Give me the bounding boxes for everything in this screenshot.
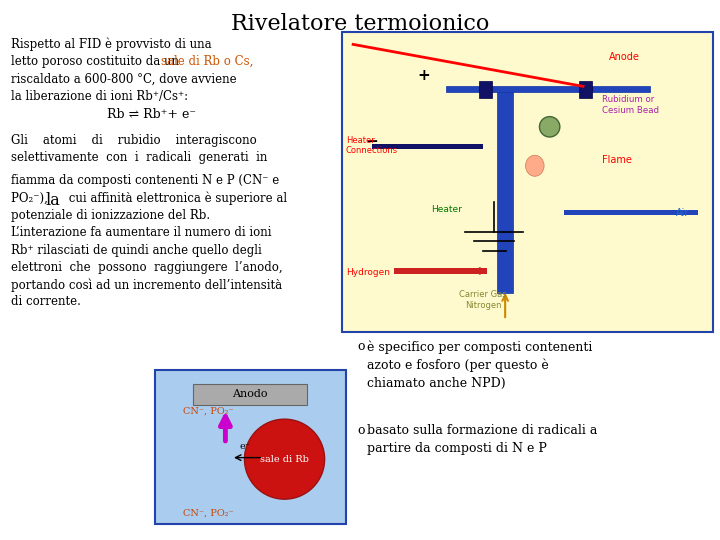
- Bar: [155, 370, 346, 524]
- Text: cui affinità elettronica è superiore al: cui affinità elettronica è superiore al: [65, 192, 287, 205]
- Text: Air: Air: [676, 208, 689, 218]
- Bar: [394, 268, 487, 274]
- Bar: [446, 86, 649, 92]
- Text: sale di Rb: sale di Rb: [260, 455, 309, 464]
- Text: la: la: [45, 192, 60, 208]
- Text: PO₂⁻),: PO₂⁻),: [11, 192, 51, 205]
- Text: Rubidium or
Cesium Bead: Rubidium or Cesium Bead: [601, 96, 659, 114]
- Text: CN⁻, PO₂⁻: CN⁻, PO₂⁻: [183, 407, 233, 416]
- Text: la liberazione di ioni Rb⁺/Cs⁺:: la liberazione di ioni Rb⁺/Cs⁺:: [11, 90, 188, 103]
- Text: Heater
Connections: Heater Connections: [346, 136, 398, 155]
- Bar: [580, 81, 593, 98]
- Text: fiamma da composti contenenti N e P (CN⁻ e: fiamma da composti contenenti N e P (CN⁻…: [11, 174, 279, 187]
- Bar: [372, 144, 483, 149]
- Text: Rivelatore termoionico: Rivelatore termoionico: [231, 14, 489, 36]
- Text: Flame: Flame: [601, 156, 631, 165]
- Text: Rispetto al FID è provvisto di una: Rispetto al FID è provvisto di una: [11, 38, 212, 51]
- Text: letto poroso costituito da un: letto poroso costituito da un: [11, 55, 183, 68]
- Text: Heater: Heater: [431, 205, 462, 214]
- Text: e⁻: e⁻: [240, 442, 251, 451]
- Text: Rb ⇌ Rb⁺+ e⁻: Rb ⇌ Rb⁺+ e⁻: [107, 108, 196, 121]
- Text: riscaldato a 600-800 °C, dove avviene: riscaldato a 600-800 °C, dove avviene: [11, 72, 236, 85]
- Text: o: o: [358, 424, 365, 437]
- Text: Hydrogen: Hydrogen: [346, 268, 390, 276]
- Text: Anodo: Anodo: [233, 389, 268, 399]
- Ellipse shape: [245, 419, 325, 499]
- Text: è specifico per composti contenenti
azoto e fosforo (per questo è
chiamato anche: è specifico per composti contenenti azot…: [367, 340, 593, 390]
- Text: o: o: [358, 340, 365, 353]
- Text: Anode: Anode: [609, 52, 640, 62]
- Text: basato sulla formazione di radicali a
partire da composti di N e P: basato sulla formazione di radicali a pa…: [367, 424, 598, 455]
- Text: Carrier Gas
Nitrogen: Carrier Gas Nitrogen: [459, 290, 507, 309]
- Ellipse shape: [539, 117, 560, 137]
- Text: +: +: [417, 69, 430, 83]
- Text: selettivamente  con  i  radicali  generati  in: selettivamente con i radicali generati i…: [11, 151, 267, 164]
- Bar: [564, 210, 698, 215]
- Text: −: −: [365, 134, 378, 149]
- Text: Rb⁺ rilasciati de quindi anche quello degli: Rb⁺ rilasciati de quindi anche quello de…: [11, 244, 261, 256]
- Bar: [480, 81, 492, 98]
- Text: Gli    atomi    di    rubidio    interagiscono: Gli atomi di rubidio interagiscono: [11, 134, 256, 147]
- Text: di corrente.: di corrente.: [11, 295, 81, 308]
- Bar: [342, 32, 713, 332]
- Bar: [498, 92, 513, 293]
- Ellipse shape: [526, 156, 544, 176]
- Text: potenziale di ionizzazione del Rb.: potenziale di ionizzazione del Rb.: [11, 209, 210, 222]
- Text: sale di Rb o Cs,: sale di Rb o Cs,: [161, 55, 253, 68]
- Bar: [193, 384, 307, 406]
- Text: portando così ad un incremento dell’intensità: portando così ad un incremento dell’inte…: [11, 278, 282, 292]
- Text: elettroni  che  possono  raggiungere  l’anodo,: elettroni che possono raggiungere l’anod…: [11, 261, 282, 274]
- Text: L’interazione fa aumentare il numero di ioni: L’interazione fa aumentare il numero di …: [11, 226, 271, 239]
- Text: CN⁻, PO₂⁻: CN⁻, PO₂⁻: [183, 509, 233, 518]
